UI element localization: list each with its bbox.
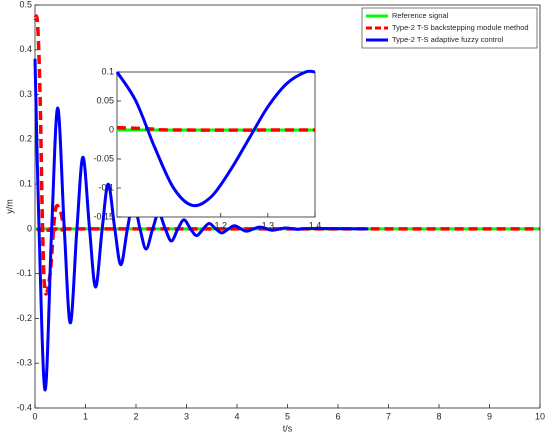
x-tick-label: 8: [436, 411, 441, 421]
legend-label: Type-2 T-S backstepping module method: [392, 23, 529, 32]
x-tick-label: 6: [335, 411, 340, 421]
x-tick-label: 1.3: [262, 220, 275, 230]
x-tick-label: 1.4: [309, 220, 322, 230]
y-tick-label: -0.1: [98, 182, 114, 192]
y-tick-label: 0.5: [19, 0, 32, 9]
x-tick-label: 4: [234, 411, 239, 421]
x-tick-label: 5: [285, 411, 290, 421]
x-tick-label: 1: [83, 411, 88, 421]
y-tick-label: 0.4: [19, 44, 32, 54]
y-tick-label: 0: [27, 223, 32, 233]
y-tick-label: -0.05: [93, 153, 114, 163]
legend-label: Type-2 T-S adaptive fuzzy control: [392, 35, 504, 44]
data-line: [33, 14, 540, 296]
legend-box: [361, 7, 538, 49]
y-tick-label: -0.4: [16, 402, 32, 412]
x-tick-label: 10: [535, 411, 545, 421]
y-tick-label: -0.15: [93, 211, 114, 221]
x-axis-label: t/s: [283, 423, 293, 433]
data-line: [116, 125, 316, 132]
y-axis-label: y/m: [4, 199, 14, 214]
data-line: [115, 69, 316, 208]
data-line: [33, 58, 369, 392]
plot-area: [116, 71, 316, 218]
y-tick-label: 0.1: [101, 66, 114, 76]
x-tick-label: 0: [32, 411, 37, 421]
y-tick-label: -0.3: [16, 358, 32, 368]
y-tick-label: -0.1: [16, 268, 32, 278]
x-tick-label: 2: [133, 411, 138, 421]
x-tick-label: 9: [487, 411, 492, 421]
y-tick-label: 0.1: [19, 178, 32, 188]
x-tick-label: 7: [386, 411, 391, 421]
y-tick-label: 0.3: [19, 89, 32, 99]
y-tick-label: -0.2: [16, 313, 32, 323]
y-tick-label: 0.05: [96, 95, 114, 105]
y-tick-label: 0.2: [19, 134, 32, 144]
x-tick-label: 1.2: [214, 220, 227, 230]
legend-label: Reference signal: [392, 11, 449, 20]
y-tick-label: 0: [109, 124, 114, 134]
x-tick-label: 3: [184, 411, 189, 421]
